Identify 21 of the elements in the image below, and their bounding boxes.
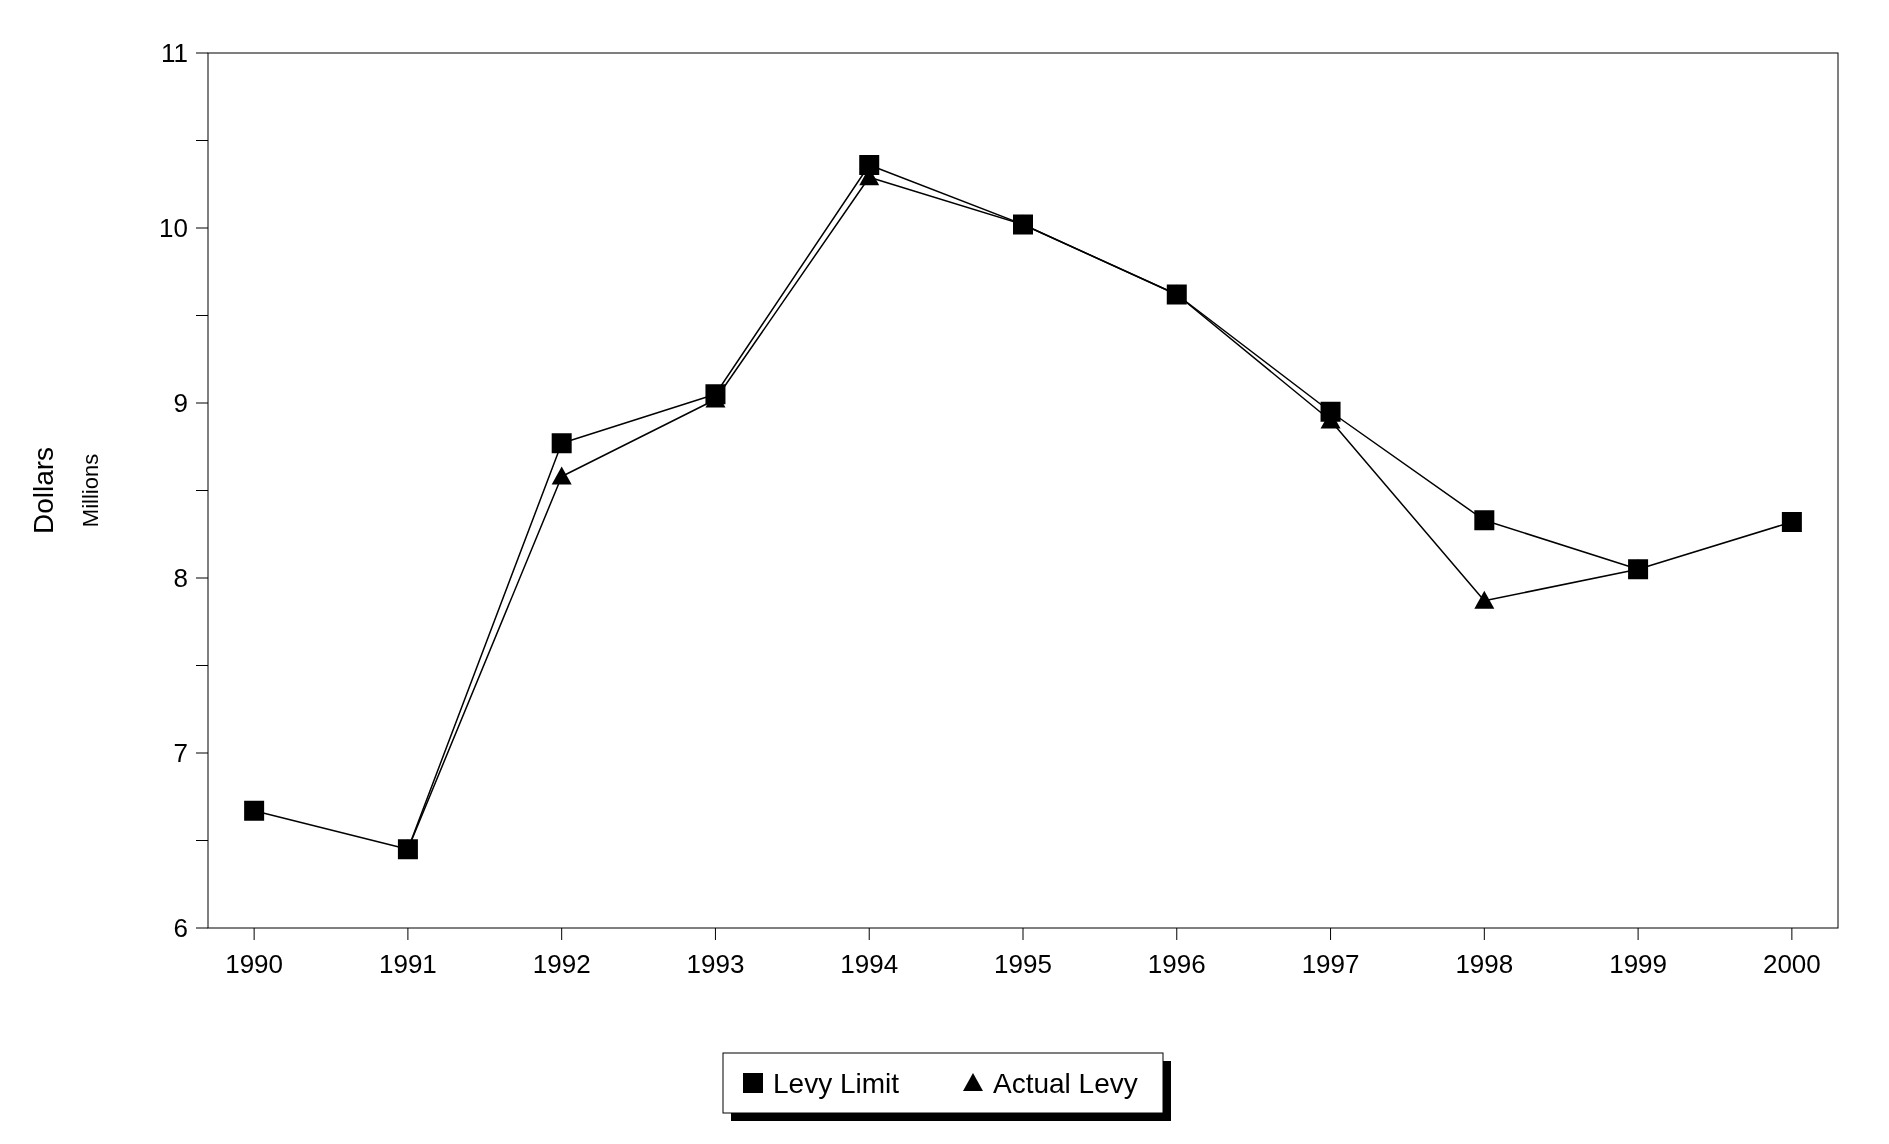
x-tick-label: 1999: [1609, 949, 1668, 979]
y-tick-label: 9: [173, 388, 188, 419]
text: Millions: [78, 453, 103, 528]
x-tick-label: 1990: [225, 949, 284, 979]
x-tick-label: 1994: [840, 949, 899, 979]
x-tick-label: 1996: [1147, 949, 1206, 979]
x-tick-label: 1993: [686, 949, 745, 979]
x-tick-label: 1998: [1455, 949, 1514, 979]
x-tick-label: 1995: [994, 949, 1052, 979]
y-tick-label: 11: [161, 38, 188, 69]
x-tick-label: 1991: [378, 949, 437, 979]
legend-label: Actual Levy: [993, 1067, 1138, 1099]
y-tick-label: 7: [173, 738, 188, 769]
y-tick-label: 10: [159, 213, 188, 244]
y-tick-label: 6: [173, 913, 188, 944]
legend-label: Levy Limit: [773, 1067, 900, 1099]
y-axis-title: Dollars: [28, 446, 59, 535]
y-tick-label: 8: [173, 563, 188, 594]
x-tick-label: 2000: [1762, 949, 1821, 979]
x-tick-label: 1992: [532, 949, 591, 979]
x-tick-label: 1997: [1301, 949, 1360, 979]
